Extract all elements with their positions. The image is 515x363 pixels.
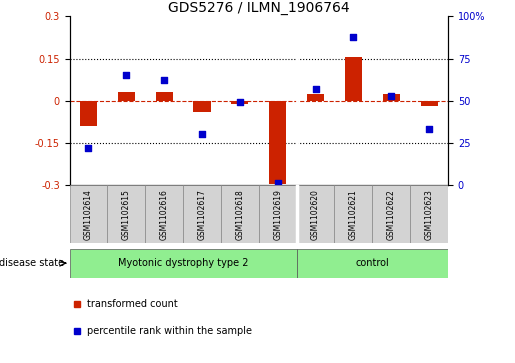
Bar bbox=[259, 185, 297, 243]
Point bbox=[236, 99, 244, 105]
Text: GSM1102616: GSM1102616 bbox=[160, 189, 168, 240]
Bar bbox=[70, 185, 107, 243]
Point bbox=[198, 131, 206, 137]
Point bbox=[160, 78, 168, 83]
Text: GSM1102621: GSM1102621 bbox=[349, 189, 358, 240]
Title: GDS5276 / ILMN_1906764: GDS5276 / ILMN_1906764 bbox=[168, 1, 350, 15]
Bar bbox=[383, 94, 400, 101]
Bar bbox=[297, 249, 448, 278]
Text: GSM1102620: GSM1102620 bbox=[311, 189, 320, 240]
Point bbox=[122, 73, 130, 78]
Bar bbox=[269, 101, 286, 184]
Bar bbox=[183, 185, 221, 243]
Text: GSM1102615: GSM1102615 bbox=[122, 189, 131, 240]
Bar bbox=[70, 249, 297, 278]
Point bbox=[273, 180, 282, 186]
Text: GSM1102622: GSM1102622 bbox=[387, 189, 396, 240]
Text: Myotonic dystrophy type 2: Myotonic dystrophy type 2 bbox=[118, 258, 248, 268]
Bar bbox=[335, 185, 372, 243]
Bar bbox=[118, 92, 135, 101]
Point bbox=[387, 93, 396, 99]
Text: percentile rank within the sample: percentile rank within the sample bbox=[87, 326, 251, 336]
Bar bbox=[231, 101, 248, 103]
Bar bbox=[345, 57, 362, 101]
Point bbox=[84, 145, 93, 151]
Bar bbox=[410, 185, 448, 243]
Bar bbox=[307, 94, 324, 101]
Text: GSM1102618: GSM1102618 bbox=[235, 189, 244, 240]
Text: GSM1102623: GSM1102623 bbox=[425, 189, 434, 240]
Bar bbox=[145, 185, 183, 243]
Bar bbox=[107, 185, 145, 243]
Point bbox=[312, 86, 320, 92]
Bar bbox=[221, 185, 259, 243]
Bar bbox=[297, 185, 335, 243]
Text: GSM1102619: GSM1102619 bbox=[273, 189, 282, 240]
Text: control: control bbox=[355, 258, 389, 268]
Bar bbox=[194, 101, 211, 112]
Text: disease state: disease state bbox=[0, 258, 67, 268]
Point bbox=[349, 34, 357, 40]
Bar bbox=[156, 92, 173, 101]
Bar bbox=[372, 185, 410, 243]
Bar bbox=[421, 101, 438, 106]
Text: GSM1102617: GSM1102617 bbox=[198, 189, 207, 240]
Point bbox=[425, 127, 433, 132]
Text: GSM1102614: GSM1102614 bbox=[84, 189, 93, 240]
Text: transformed count: transformed count bbox=[87, 299, 177, 309]
Bar bbox=[80, 101, 97, 126]
